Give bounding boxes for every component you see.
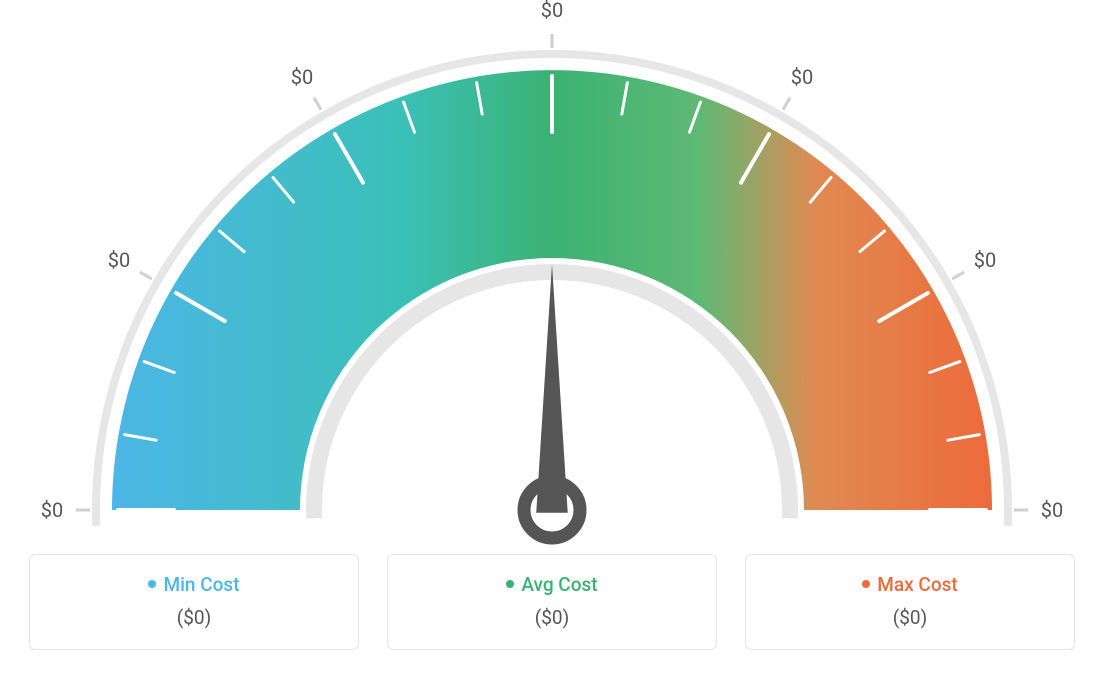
- legend-dot-avg-icon: [506, 580, 514, 588]
- legend-title-avg-text: Avg Cost: [521, 573, 597, 596]
- legend-title-avg: Avg Cost: [408, 573, 696, 596]
- gauge-container: $0$0$0$0$0$0$0: [52, 20, 1052, 550]
- gauge-tick-label: $0: [41, 498, 63, 522]
- legend-value-max: ($0): [766, 606, 1054, 629]
- legend-value-min: ($0): [50, 606, 338, 629]
- gauge-tick-label: $0: [541, 0, 563, 22]
- legend-row: Min Cost ($0) Avg Cost ($0) Max Cost ($0…: [22, 554, 1082, 650]
- legend-dot-max-icon: [862, 580, 870, 588]
- legend-dot-min-icon: [148, 580, 156, 588]
- legend-title-max: Max Cost: [766, 573, 1054, 596]
- legend-card-min: Min Cost ($0): [29, 554, 359, 650]
- legend-value-avg: ($0): [408, 606, 696, 629]
- gauge-tick-label: $0: [1041, 498, 1063, 522]
- gauge-tick-label: $0: [108, 248, 130, 272]
- gauge-tick-label: $0: [291, 65, 313, 89]
- legend-title-max-text: Max Cost: [877, 573, 957, 596]
- gauge-svg: [52, 20, 1052, 560]
- gauge-tick-label: $0: [974, 248, 996, 272]
- gauge-tick-label: $0: [791, 65, 813, 89]
- legend-title-min: Min Cost: [50, 573, 338, 596]
- legend-title-min-text: Min Cost: [163, 573, 239, 596]
- legend-card-avg: Avg Cost ($0): [387, 554, 717, 650]
- legend-card-max: Max Cost ($0): [745, 554, 1075, 650]
